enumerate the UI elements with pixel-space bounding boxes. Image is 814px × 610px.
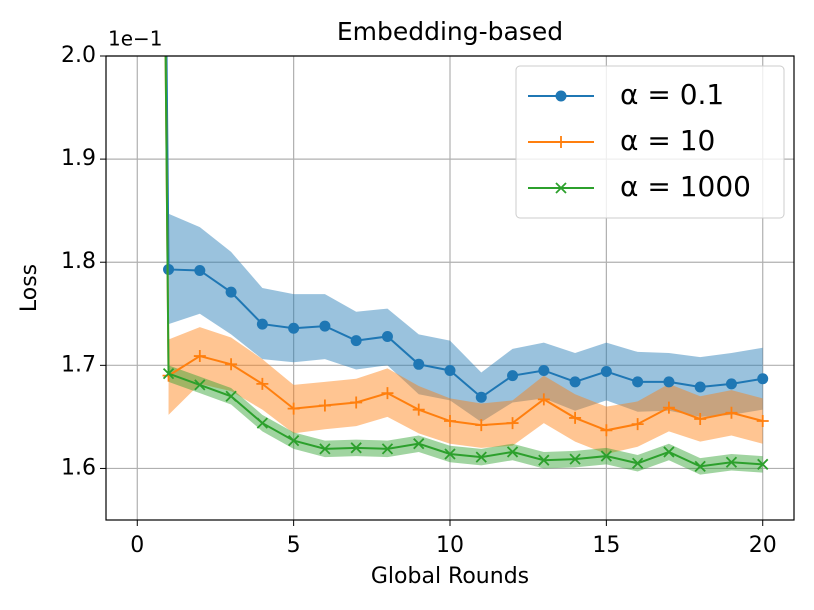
x-tick-label: 15 (592, 533, 620, 558)
plot-area (162, 56, 769, 475)
point (193, 350, 206, 363)
point (506, 417, 519, 430)
point (507, 370, 519, 382)
point (475, 391, 487, 403)
point (725, 456, 738, 468)
legend-label: α = 0.1 (620, 78, 724, 111)
point (538, 454, 550, 466)
point (600, 366, 612, 378)
point (412, 403, 425, 416)
y-tick-label: 1.7 (61, 352, 96, 377)
point (600, 450, 613, 462)
point (256, 318, 268, 330)
point (381, 387, 394, 400)
point (662, 401, 675, 414)
point (225, 286, 237, 298)
point (506, 446, 519, 458)
point (694, 381, 706, 393)
point (757, 373, 769, 385)
point (350, 442, 362, 454)
band (168, 327, 763, 455)
point (413, 358, 425, 370)
legend-label: α = 10 (620, 124, 715, 157)
point (194, 264, 206, 276)
point (381, 330, 393, 342)
point (381, 443, 394, 455)
point (350, 396, 363, 409)
x-tick-label: 20 (749, 533, 777, 558)
point (287, 434, 300, 447)
point (631, 457, 644, 469)
y-tick-label: 2.0 (61, 43, 96, 68)
point (538, 364, 550, 376)
x-tick-label: 5 (287, 533, 301, 558)
point (725, 406, 738, 419)
point (319, 443, 331, 455)
y-tick-label: 1.6 (61, 455, 96, 480)
point (569, 411, 582, 424)
point (756, 415, 769, 428)
legend: α = 0.1 α = 10 α = 1000 (515, 65, 785, 219)
point (694, 460, 706, 473)
point (162, 367, 175, 380)
point (288, 322, 300, 334)
point (318, 399, 331, 412)
point (725, 378, 737, 390)
point (569, 376, 581, 388)
point (319, 320, 331, 332)
point (569, 453, 581, 465)
point (225, 358, 238, 371)
point (256, 417, 269, 429)
y-tick-label: 1.9 (61, 146, 96, 171)
legend-marker (555, 136, 567, 148)
point (413, 438, 425, 450)
point (631, 418, 644, 431)
point (537, 393, 550, 406)
point (663, 446, 675, 458)
chart-title: Embedding-based (337, 17, 563, 46)
point (757, 458, 769, 470)
point (475, 419, 488, 432)
point (475, 451, 487, 463)
legend-label: α = 1000 (620, 170, 751, 203)
point (225, 390, 237, 402)
point (632, 376, 644, 388)
point (444, 448, 456, 460)
point (444, 364, 456, 376)
legend-marker (555, 90, 567, 102)
y-axis-label: Loss (17, 264, 42, 312)
point (194, 379, 206, 391)
point (444, 415, 456, 428)
point (287, 402, 300, 415)
point (256, 377, 269, 390)
point (694, 412, 707, 425)
x-tick-label: 10 (436, 533, 464, 558)
y-tick-label: 1.8 (61, 249, 96, 274)
point (350, 335, 362, 347)
point (600, 424, 613, 437)
y-offset-label: 1e−1 (108, 27, 163, 51)
x-tick-label: 0 (130, 533, 144, 558)
band (168, 213, 763, 423)
point (663, 376, 675, 388)
x-axis-label: Global Rounds (371, 564, 529, 589)
legend-marker (555, 182, 567, 194)
legend-box (515, 65, 785, 219)
